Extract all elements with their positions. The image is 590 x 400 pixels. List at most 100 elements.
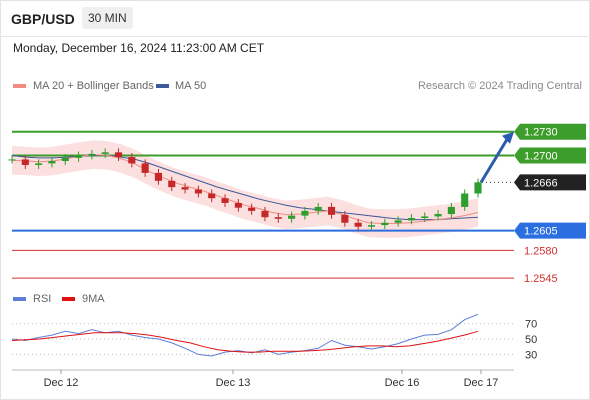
candle-9 (128, 153, 136, 168)
level-tag-label-3: 1.2605 (524, 226, 558, 238)
candle-3 (48, 157, 56, 168)
candle-27 (367, 221, 376, 231)
candle-22 (301, 206, 309, 220)
candle-11 (154, 168, 163, 185)
level-tag-bg-3 (514, 222, 586, 239)
candle-16 (221, 194, 229, 207)
ma50-legend-label: MA 50 (175, 80, 207, 92)
candle-body-24 (327, 206, 336, 215)
candle-body-31 (421, 216, 429, 218)
level-tag-0: 1.2730 (514, 123, 586, 140)
candle-5 (75, 151, 83, 162)
x-tick-label-2: Dec 16 (385, 377, 420, 389)
candle-6 (88, 149, 96, 160)
candle-body-0 (8, 159, 16, 161)
header-bar: GBP/USD 30 MIN (0, 0, 588, 37)
symbol-title: GBP/USD (11, 11, 75, 27)
candle-23 (314, 202, 322, 215)
candle-body-21 (288, 215, 296, 219)
candle-body-25 (341, 214, 349, 223)
candle-2 (35, 159, 43, 169)
candle-body-12 (168, 180, 176, 188)
bb-legend-label: MA 20 + Bollinger Bands (33, 80, 154, 92)
candle-4 (61, 153, 69, 165)
candle-7 (101, 148, 109, 158)
ma50-legend-swatch (156, 84, 169, 88)
candle-body-7 (101, 152, 109, 154)
x-tick-label-0: Dec 12 (44, 377, 79, 389)
candle-body-35 (474, 182, 482, 194)
candle-body-11 (154, 172, 163, 181)
level-tag-label-1: 1.2700 (524, 150, 558, 162)
candle-body-20 (274, 217, 282, 219)
x-tick-label-1: Dec 13 (216, 377, 251, 389)
candle-body-15 (208, 193, 216, 199)
candle-body-23 (314, 206, 322, 211)
level-tag-label-0: 1.2730 (524, 127, 558, 139)
candle-body-4 (61, 157, 69, 162)
candle-body-2 (35, 163, 43, 165)
candle-body-29 (394, 220, 402, 223)
rsi-tick-50: 50 (525, 334, 537, 346)
support-label-4: 1.2580 (524, 245, 558, 257)
candle-35 (474, 178, 482, 198)
timeframe-badge[interactable]: 30 MIN (82, 7, 133, 29)
candle-body-27 (367, 225, 376, 227)
candle-body-17 (234, 202, 242, 208)
rsi-legend-label: RSI (33, 293, 52, 305)
level-tag-2: 1.2666 (514, 174, 586, 191)
level-tag-3: 1.2605 (514, 222, 586, 239)
rsi-tick-30: 30 (525, 349, 537, 361)
rsi-series-0 (11, 313, 479, 357)
projection-arrow-line (479, 136, 510, 184)
candle-body-10 (141, 163, 149, 173)
level-tag-label-2: 1.2666 (524, 177, 558, 189)
candle-13 (181, 183, 189, 194)
bb-legend-swatch (13, 84, 26, 88)
candle-8 (114, 148, 123, 162)
candle-body-28 (381, 222, 389, 226)
candle-1 (21, 155, 29, 169)
research-credit: Research © 2024 Trading Central (417, 80, 582, 92)
candle-12 (168, 176, 176, 192)
level-tag-bg-1 (514, 147, 586, 164)
candle-body-1 (21, 159, 29, 165)
candle-10 (141, 159, 149, 177)
ma9-legend-swatch (62, 297, 75, 301)
candle-19 (261, 206, 269, 222)
ma50-line (11, 155, 479, 221)
candle-body-3 (48, 161, 56, 164)
rsi-legend-swatch (13, 297, 26, 301)
rsi-series-1 (11, 330, 479, 353)
candle-body-26 (354, 222, 362, 227)
projection-arrow-head (502, 131, 514, 144)
candle-body-19 (261, 210, 269, 218)
candle-body-32 (434, 214, 442, 217)
level-tag-bg-2 (514, 174, 586, 191)
bollinger-band-area (12, 140, 478, 238)
candle-30 (407, 214, 415, 225)
candle-17 (234, 199, 242, 212)
candle-body-8 (114, 152, 123, 158)
candle-29 (394, 216, 402, 227)
level-tag-bg-0 (514, 123, 586, 140)
candle-body-13 (181, 187, 189, 190)
candle-15 (208, 189, 216, 203)
candle-18 (248, 203, 256, 215)
candle-body-33 (447, 206, 455, 215)
ma9-legend-label: 9MA (82, 293, 105, 305)
candle-25 (341, 210, 349, 227)
candle-26 (354, 218, 362, 231)
support-label-5: 1.2545 (524, 273, 558, 285)
level-tag-1: 1.2700 (514, 147, 586, 164)
candle-28 (381, 218, 389, 230)
candle-32 (434, 210, 442, 221)
candle-body-18 (248, 207, 256, 211)
x-tick-label-3: Dec 17 (464, 377, 499, 389)
candle-33 (447, 202, 455, 218)
candle-body-5 (75, 155, 83, 158)
candle-body-34 (461, 193, 469, 207)
candle-body-22 (301, 210, 309, 216)
candle-14 (194, 185, 202, 198)
